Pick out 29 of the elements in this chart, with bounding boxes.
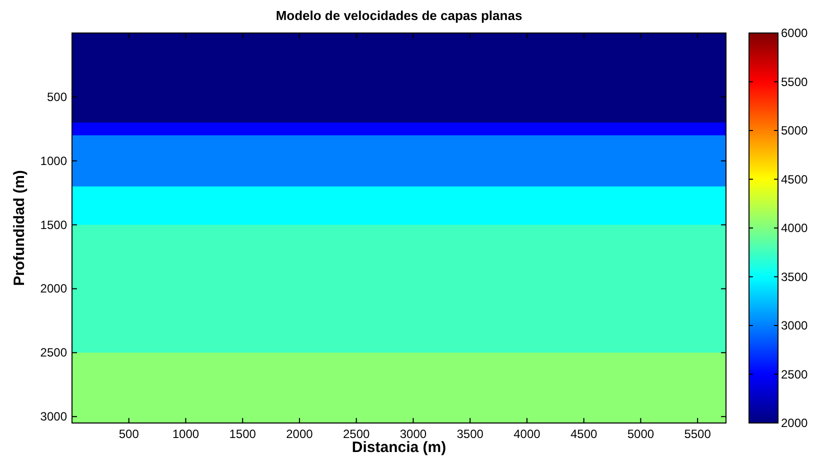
x-tick-label: 4500 xyxy=(570,427,598,441)
x-tick-label: 1000 xyxy=(172,427,200,441)
y-tick-label: 500 xyxy=(46,90,68,104)
x-tick-label: 3500 xyxy=(456,427,484,441)
y-tick-label: 1500 xyxy=(40,218,68,232)
y-tick-label: 1000 xyxy=(40,154,68,168)
color-bar-label: 3000 xyxy=(781,318,808,332)
color-bar-label: 5000 xyxy=(781,124,808,138)
color-bar-label: 5500 xyxy=(781,74,808,89)
x-tick-label: 2500 xyxy=(342,427,370,441)
x-tick-label: 5500 xyxy=(684,427,712,441)
color-bar-label: 2000 xyxy=(781,416,808,430)
x-axis-title: Distancia (m) xyxy=(352,439,446,456)
y-tick-label: 2500 xyxy=(40,346,68,360)
color-bar-label: 6000 xyxy=(781,26,808,40)
color-bar-label: 4500 xyxy=(781,172,808,186)
y-tick-label: 3000 xyxy=(40,410,68,424)
y-axis-title: Profundidad (m) xyxy=(11,170,28,286)
x-tick-label: 4000 xyxy=(514,427,541,441)
color-bar-label: 4000 xyxy=(781,221,808,235)
x-tick-label: 2000 xyxy=(286,427,314,441)
color-bar-label: 3500 xyxy=(781,270,808,284)
color-bar-label: 2500 xyxy=(781,367,808,382)
x-tick-label: 3000 xyxy=(400,427,427,441)
x-tick-label: 5000 xyxy=(627,427,654,441)
chart-title: Modelo de velocidades de capas planas xyxy=(276,8,522,23)
x-tick-label: 500 xyxy=(118,427,140,441)
x-tick-label: 1500 xyxy=(229,427,256,441)
y-tick-label: 2000 xyxy=(40,282,68,296)
